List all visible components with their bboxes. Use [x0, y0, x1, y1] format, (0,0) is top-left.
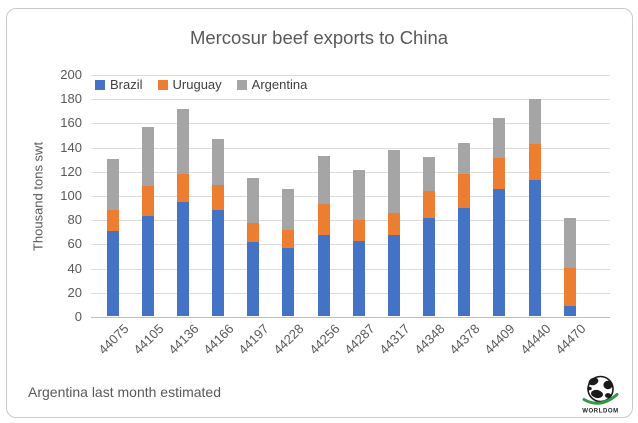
y-axis-tick-label-200: 200 [60, 67, 82, 82]
bar-44075 [106, 159, 119, 316]
segment-uruguay-44136 [176, 174, 189, 202]
gridline-180 [91, 99, 610, 101]
legend: Brazil Uruguay Argentina [95, 77, 307, 92]
segment-argentina-44228 [282, 189, 295, 230]
segment-brazil-44136 [176, 202, 189, 316]
segment-argentina-44317 [387, 150, 400, 213]
y-axis-tick-label-160: 160 [60, 115, 82, 131]
segment-brazil-44317 [387, 235, 400, 316]
plot-area [91, 75, 610, 318]
segment-brazil-44228 [282, 248, 295, 316]
segment-uruguay-44075 [106, 210, 119, 231]
y-axis-tick-label-40: 40 [67, 260, 82, 276]
gridline-200 [91, 75, 610, 76]
segment-brazil-44105 [141, 216, 154, 316]
gridline-160 [91, 123, 610, 125]
segment-brazil-44440 [528, 180, 541, 316]
y-axis-tick-label-100: 100 [60, 188, 82, 203]
segment-brazil-44348 [423, 218, 436, 316]
chart-border-frame [6, 8, 633, 418]
y-axis-tick-label-120: 120 [60, 163, 82, 179]
segment-uruguay-44166 [212, 185, 224, 210]
bar-44136 [176, 109, 189, 316]
bar-44197 [247, 178, 260, 316]
segment-uruguay-44197 [247, 223, 260, 242]
segment-argentina-44470 [563, 218, 576, 268]
bar-44348 [423, 157, 436, 316]
bar-44228 [282, 189, 295, 316]
legend-item-brazil: Brazil [95, 77, 143, 92]
segment-argentina-44409 [493, 118, 506, 158]
y-axis-tick-label-80: 80 [67, 212, 82, 228]
segment-brazil-44378 [458, 208, 471, 316]
y-axis-tick-label-140: 140 [60, 139, 82, 155]
segment-uruguay-44440 [528, 144, 541, 180]
y-axis-tick-label-60: 60 [67, 236, 82, 252]
segment-argentina-44287 [352, 170, 365, 220]
y-axis-tick-label-20: 20 [67, 284, 82, 300]
gridline-80 [91, 220, 610, 222]
gridline-20 [91, 292, 610, 294]
gridline-40 [91, 268, 610, 270]
x-axis-line [91, 317, 610, 318]
segment-uruguay-44105 [141, 186, 154, 216]
bar-44409 [493, 118, 506, 316]
bar-44166 [212, 139, 224, 316]
segment-uruguay-44256 [317, 204, 330, 235]
bar-44287 [352, 170, 365, 316]
segment-brazil-44166 [212, 210, 224, 316]
legend-label-brazil: Brazil [110, 77, 143, 92]
legend-item-uruguay: Uruguay [157, 77, 222, 92]
y-axis-tick-label-180: 180 [60, 91, 82, 107]
segment-uruguay-44348 [423, 191, 436, 218]
legend-label-argentina: Argentina [251, 77, 308, 92]
bar-44470 [563, 218, 576, 316]
segment-argentina-44256 [317, 156, 330, 204]
y-axis-tick-label-0: 0 [74, 309, 82, 324]
bar-44256 [317, 156, 330, 316]
segment-uruguay-44228 [282, 230, 295, 248]
legend-swatch-argentina-icon [236, 79, 247, 90]
logo-text: WORLDOM [582, 409, 619, 415]
legend-label-uruguay: Uruguay [172, 77, 222, 92]
segment-uruguay-44287 [352, 220, 365, 241]
segment-argentina-44197 [247, 178, 260, 223]
gridline-60 [91, 244, 610, 246]
legend-item-argentina: Argentina [236, 77, 308, 92]
chart-title: Mercosur beef exports to China [189, 27, 449, 48]
segment-argentina-44136 [176, 109, 189, 174]
chart-footnote: Argentina last month estimated [28, 384, 221, 400]
segment-brazil-44256 [317, 235, 330, 316]
segment-argentina-44440 [528, 99, 541, 144]
segment-brazil-44197 [247, 242, 260, 316]
segment-argentina-44378 [458, 143, 471, 174]
segment-brazil-44287 [352, 241, 365, 316]
gridline-100 [91, 196, 610, 197]
bar-44105 [141, 127, 154, 316]
segment-argentina-44166 [212, 139, 224, 185]
globe-icon: WORLDOM [582, 375, 619, 415]
segment-brazil-44409 [493, 189, 506, 316]
segment-brazil-44075 [106, 231, 119, 316]
legend-swatch-uruguay-icon [157, 79, 168, 90]
bar-44378 [458, 143, 471, 316]
segment-uruguay-44470 [563, 268, 576, 306]
segment-brazil-44470 [563, 306, 576, 316]
segment-argentina-44348 [423, 157, 436, 191]
bar-44440 [528, 99, 541, 316]
legend-swatch-brazil-icon [95, 79, 105, 90]
segment-uruguay-44378 [458, 174, 471, 208]
logo: WORLDOM [577, 374, 624, 418]
segment-uruguay-44317 [387, 213, 400, 235]
gridline-120 [91, 171, 610, 173]
segment-argentina-44105 [141, 127, 154, 186]
bar-44317 [387, 150, 400, 316]
segment-argentina-44075 [106, 159, 119, 210]
segment-uruguay-44409 [493, 158, 506, 189]
gridline-140 [91, 147, 610, 149]
